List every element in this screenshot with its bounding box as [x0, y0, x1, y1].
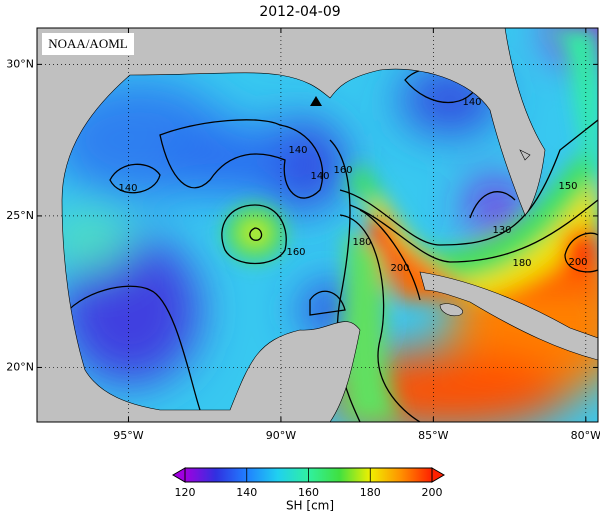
source-box [42, 33, 134, 55]
contours [59, 65, 598, 422]
grid [37, 28, 598, 422]
colorbar-tick-label: 180 [360, 486, 381, 499]
lat-tick-label: 25°N [6, 209, 34, 222]
contour-label: 150 [558, 181, 577, 192]
source-label: NOAA/AOML [48, 36, 128, 51]
map-frame [36, 27, 599, 423]
lon-tick-label: 95°W [113, 429, 143, 442]
contour-labels: 140 140 140 160 160 180 200 140 130 150 … [118, 97, 587, 274]
station-marker [310, 96, 322, 106]
height-field [37, 28, 598, 422]
lon-tick-label: 80°W [571, 429, 600, 442]
colorbar-label: SH [cm] [286, 499, 334, 513]
colorbar-extend-low [172, 467, 186, 483]
contour-label: 180 [352, 237, 371, 248]
contour-label: 200 [568, 257, 587, 268]
title: 2012-04-09 [259, 4, 340, 20]
contour-label: 130 [492, 225, 511, 236]
colorbar-tick-label: 120 [175, 486, 196, 499]
contour-label: 200 [390, 263, 409, 274]
colorbar-tick-label: 160 [298, 486, 319, 499]
colorbar-tick-label: 140 [236, 486, 257, 499]
contour-label: 160 [333, 165, 352, 176]
land [37, 28, 598, 422]
contour-label: 140 [118, 183, 137, 194]
contour-label: 140 [462, 97, 481, 108]
lat-tick-label: 20°N [6, 360, 34, 373]
lat-tick-label: 30°N [6, 57, 34, 70]
colorbar-extend-high [431, 467, 445, 483]
contour-label: 180 [512, 258, 531, 269]
contour-label: 160 [286, 247, 305, 258]
colorbar-tick-label: 200 [422, 486, 443, 499]
lon-tick-label: 90°W [266, 429, 296, 442]
contour-label: 140 [288, 145, 307, 156]
contour-label: 140 [310, 171, 329, 182]
lon-tick-label: 85°W [418, 429, 448, 442]
